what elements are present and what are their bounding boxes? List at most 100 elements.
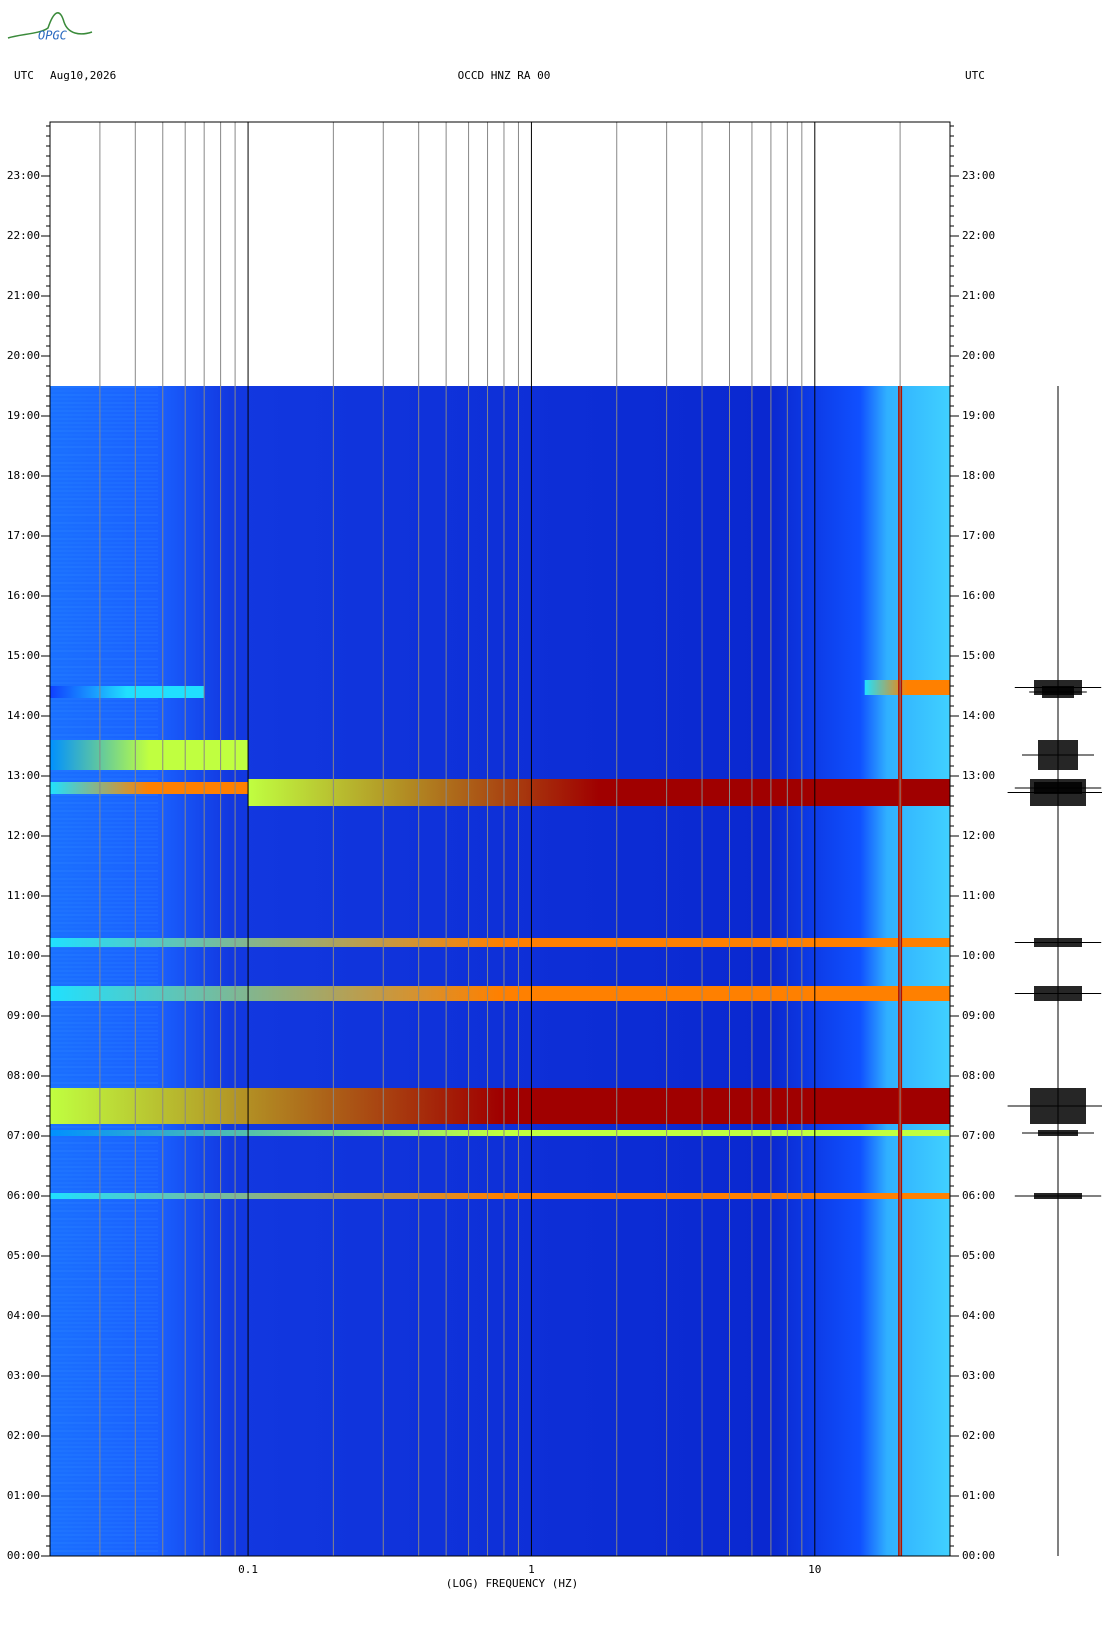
texture-stripe: [50, 634, 158, 636]
texture-stripe: [50, 1206, 158, 1208]
texture-stripe: [50, 1510, 158, 1512]
texture-stripe: [50, 606, 158, 608]
texture-stripe: [50, 850, 158, 852]
logo: OPGC: [38, 29, 68, 43]
y-tick-label: 09:00: [7, 1009, 40, 1022]
y-tick-label: 04:00: [962, 1309, 995, 1322]
texture-stripe: [50, 966, 158, 968]
texture-stripe: [50, 1530, 158, 1532]
texture-stripe: [50, 1262, 158, 1264]
texture-stripe: [50, 1238, 158, 1240]
texture-stripe: [50, 642, 158, 644]
texture-stripe: [50, 658, 158, 660]
texture-stripe: [50, 958, 158, 960]
texture-stripe: [50, 974, 158, 976]
texture-stripe: [50, 1478, 158, 1480]
texture-stripe: [50, 730, 158, 732]
texture-stripe: [50, 550, 158, 552]
texture-stripe: [50, 594, 158, 596]
texture-stripe: [50, 934, 158, 936]
spectrogram-band: [50, 938, 950, 947]
texture-stripe: [50, 1394, 158, 1396]
texture-stripe: [50, 1270, 158, 1272]
texture-stripe: [50, 1418, 158, 1420]
texture-stripe: [50, 1022, 158, 1024]
texture-stripe: [50, 898, 158, 900]
texture-stripe: [50, 602, 158, 604]
texture-stripe: [50, 646, 158, 648]
y-tick-label: 19:00: [7, 409, 40, 422]
spectrogram-band: [50, 686, 205, 698]
y-tick-label: 00:00: [7, 1549, 40, 1562]
texture-stripe: [50, 1126, 158, 1128]
texture-stripe: [50, 1330, 158, 1332]
texture-stripe: [50, 1526, 158, 1528]
texture-stripe: [50, 1450, 158, 1452]
texture-stripe: [50, 1542, 158, 1544]
texture-stripe: [50, 926, 158, 928]
texture-stripe: [50, 422, 158, 424]
texture-stripe: [50, 858, 158, 860]
texture-stripe: [50, 590, 158, 592]
texture-stripe: [50, 1082, 158, 1084]
spectrogram-band: [50, 1130, 950, 1136]
texture-stripe: [50, 1494, 158, 1496]
texture-stripe: [50, 1054, 158, 1056]
texture-stripe: [50, 414, 158, 416]
texture-stripe: [50, 1334, 158, 1336]
spectrogram-band: [50, 740, 249, 770]
texture-stripe: [50, 1290, 158, 1292]
header-left: UTC: [14, 69, 34, 82]
texture-stripe: [50, 962, 158, 964]
texture-stripe: [50, 1422, 158, 1424]
texture-stripe: [50, 1078, 158, 1080]
texture-stripe: [50, 930, 158, 932]
texture-stripe: [50, 1050, 158, 1052]
texture-stripe: [50, 1066, 158, 1068]
texture-stripe: [50, 1314, 158, 1316]
texture-stripe: [50, 842, 158, 844]
texture-stripe: [50, 522, 158, 524]
texture-stripe: [50, 854, 158, 856]
texture-stripe: [50, 638, 158, 640]
texture-stripe: [50, 1306, 158, 1308]
y-tick-label: 05:00: [962, 1249, 995, 1262]
y-tick-label: 15:00: [7, 649, 40, 662]
y-tick-label: 10:00: [962, 949, 995, 962]
texture-stripe: [50, 1378, 158, 1380]
texture-stripe: [50, 1210, 158, 1212]
texture-stripe: [50, 622, 158, 624]
texture-stripe: [50, 1362, 158, 1364]
texture-stripe: [50, 466, 158, 468]
texture-stripe: [50, 582, 158, 584]
y-tick-label: 01:00: [7, 1489, 40, 1502]
y-tick-label: 17:00: [962, 529, 995, 542]
y-tick-label: 04:00: [7, 1309, 40, 1322]
texture-stripe: [50, 1370, 158, 1372]
texture-stripe: [50, 906, 158, 908]
y-tick-label: 19:00: [962, 409, 995, 422]
y-tick-label: 22:00: [7, 229, 40, 242]
texture-stripe: [50, 1350, 158, 1352]
texture-stripe: [50, 1538, 158, 1540]
texture-stripe: [50, 702, 158, 704]
texture-stripe: [50, 1258, 158, 1260]
texture-stripe: [50, 706, 158, 708]
texture-stripe: [50, 1278, 158, 1280]
texture-stripe: [50, 430, 158, 432]
texture-stripe: [50, 1162, 158, 1164]
texture-stripe: [50, 1434, 158, 1436]
texture-stripe: [50, 1182, 158, 1184]
spectrogram-band: [50, 782, 249, 794]
texture-stripe: [50, 866, 158, 868]
date: Aug10,2026: [50, 69, 116, 82]
texture-stripe: [50, 726, 158, 728]
texture-stripe: [50, 1470, 158, 1472]
texture-stripe: [50, 714, 158, 716]
texture-stripe: [50, 434, 158, 436]
x-tick-label: 1: [528, 1563, 535, 1576]
x-tick-label: 10: [808, 1563, 821, 1576]
y-tick-label: 18:00: [7, 469, 40, 482]
texture-stripe: [50, 618, 158, 620]
